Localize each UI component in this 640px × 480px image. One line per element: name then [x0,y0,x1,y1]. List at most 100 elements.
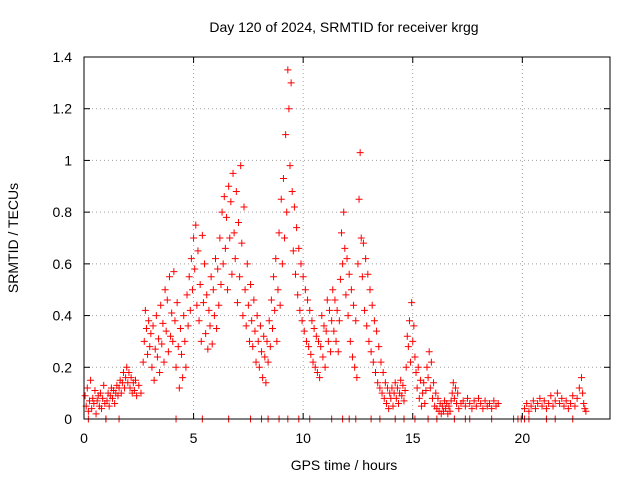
data-point [356,149,364,157]
data-point [193,301,201,309]
y-axis-ticks: 0 0.2 0.4 0.6 0.8 1 1.2 1.4 [53,49,610,427]
data-point [232,187,240,195]
data-point [222,213,230,221]
data-point [251,327,259,335]
data-point [312,332,320,340]
data-point [525,407,533,415]
data-point [578,374,586,382]
data-point [413,384,421,392]
data-point [203,291,211,299]
data-point [297,260,305,268]
data-point [111,399,119,407]
data-point [567,399,575,407]
data-point [242,322,250,330]
data-point [238,239,246,247]
data-point [150,376,158,384]
data-point [243,260,251,268]
data-point [172,363,180,371]
data-point [249,343,257,351]
data-point [241,286,249,294]
data-point [256,322,264,330]
data-point [351,363,359,371]
data-point [475,394,482,402]
data-point [219,260,227,268]
data-point [165,273,173,281]
data-point [204,345,212,353]
data-point [290,203,298,211]
y-tick-label: 0.8 [53,204,73,220]
data-point [125,368,133,376]
data-point [494,399,502,407]
data-point [117,389,125,397]
data-point [268,325,276,332]
data-point [400,397,408,405]
data-point [370,317,378,325]
data-point [174,343,182,351]
x-axis-ticks: 0 5 10 15 20 [80,57,530,446]
data-point [445,402,453,410]
data-point [183,291,191,299]
data-point [315,337,323,345]
data-point [258,348,266,356]
data-point [582,407,590,415]
data-point [199,299,207,307]
data-point [422,387,430,395]
y-tick-label: 1.2 [53,101,73,117]
data-point [350,301,358,309]
data-point [529,397,537,405]
data-point [88,405,96,413]
data-point [575,384,583,392]
data-point [152,312,160,320]
data-point [283,208,291,216]
chart-title: Day 120 of 2024, SRMTID for receiver krg… [209,19,478,35]
data-point [279,175,287,183]
data-point [363,322,371,330]
data-point [92,410,100,418]
data-point [155,335,163,343]
data-point [123,363,131,371]
data-point [197,337,205,345]
data-point [132,376,140,384]
data-point [434,394,442,402]
data-point [542,405,550,413]
data-point [380,394,388,402]
data-point [355,195,363,203]
data-point [361,306,369,314]
data-point [161,286,169,294]
data-point [196,281,204,289]
data-point [240,203,248,211]
data-point [291,270,299,278]
data-point [145,317,153,325]
data-point [323,296,331,304]
data-point [96,389,104,397]
data-point [392,394,400,402]
data-point [265,317,273,325]
data-point [331,296,339,304]
data-point [393,384,401,392]
data-point [163,296,171,304]
data-point [409,337,417,345]
data-point [344,312,352,320]
data-point [373,327,381,335]
data-point [389,402,397,410]
data-point [130,387,138,395]
data-point [488,405,496,413]
data-point [158,340,166,348]
data-point [369,358,377,366]
data-point [205,306,213,314]
data-point [367,348,375,356]
data-point [139,358,147,366]
data-point [421,399,429,407]
data-point [126,384,134,392]
data-point [340,208,348,216]
data-point [300,327,308,335]
data-point [182,363,190,371]
data-point [551,397,559,405]
data-point [398,392,406,400]
data-point [358,273,366,281]
data-point [201,260,209,268]
data-point [477,399,485,407]
data-point [259,374,267,382]
data-point [375,343,383,351]
